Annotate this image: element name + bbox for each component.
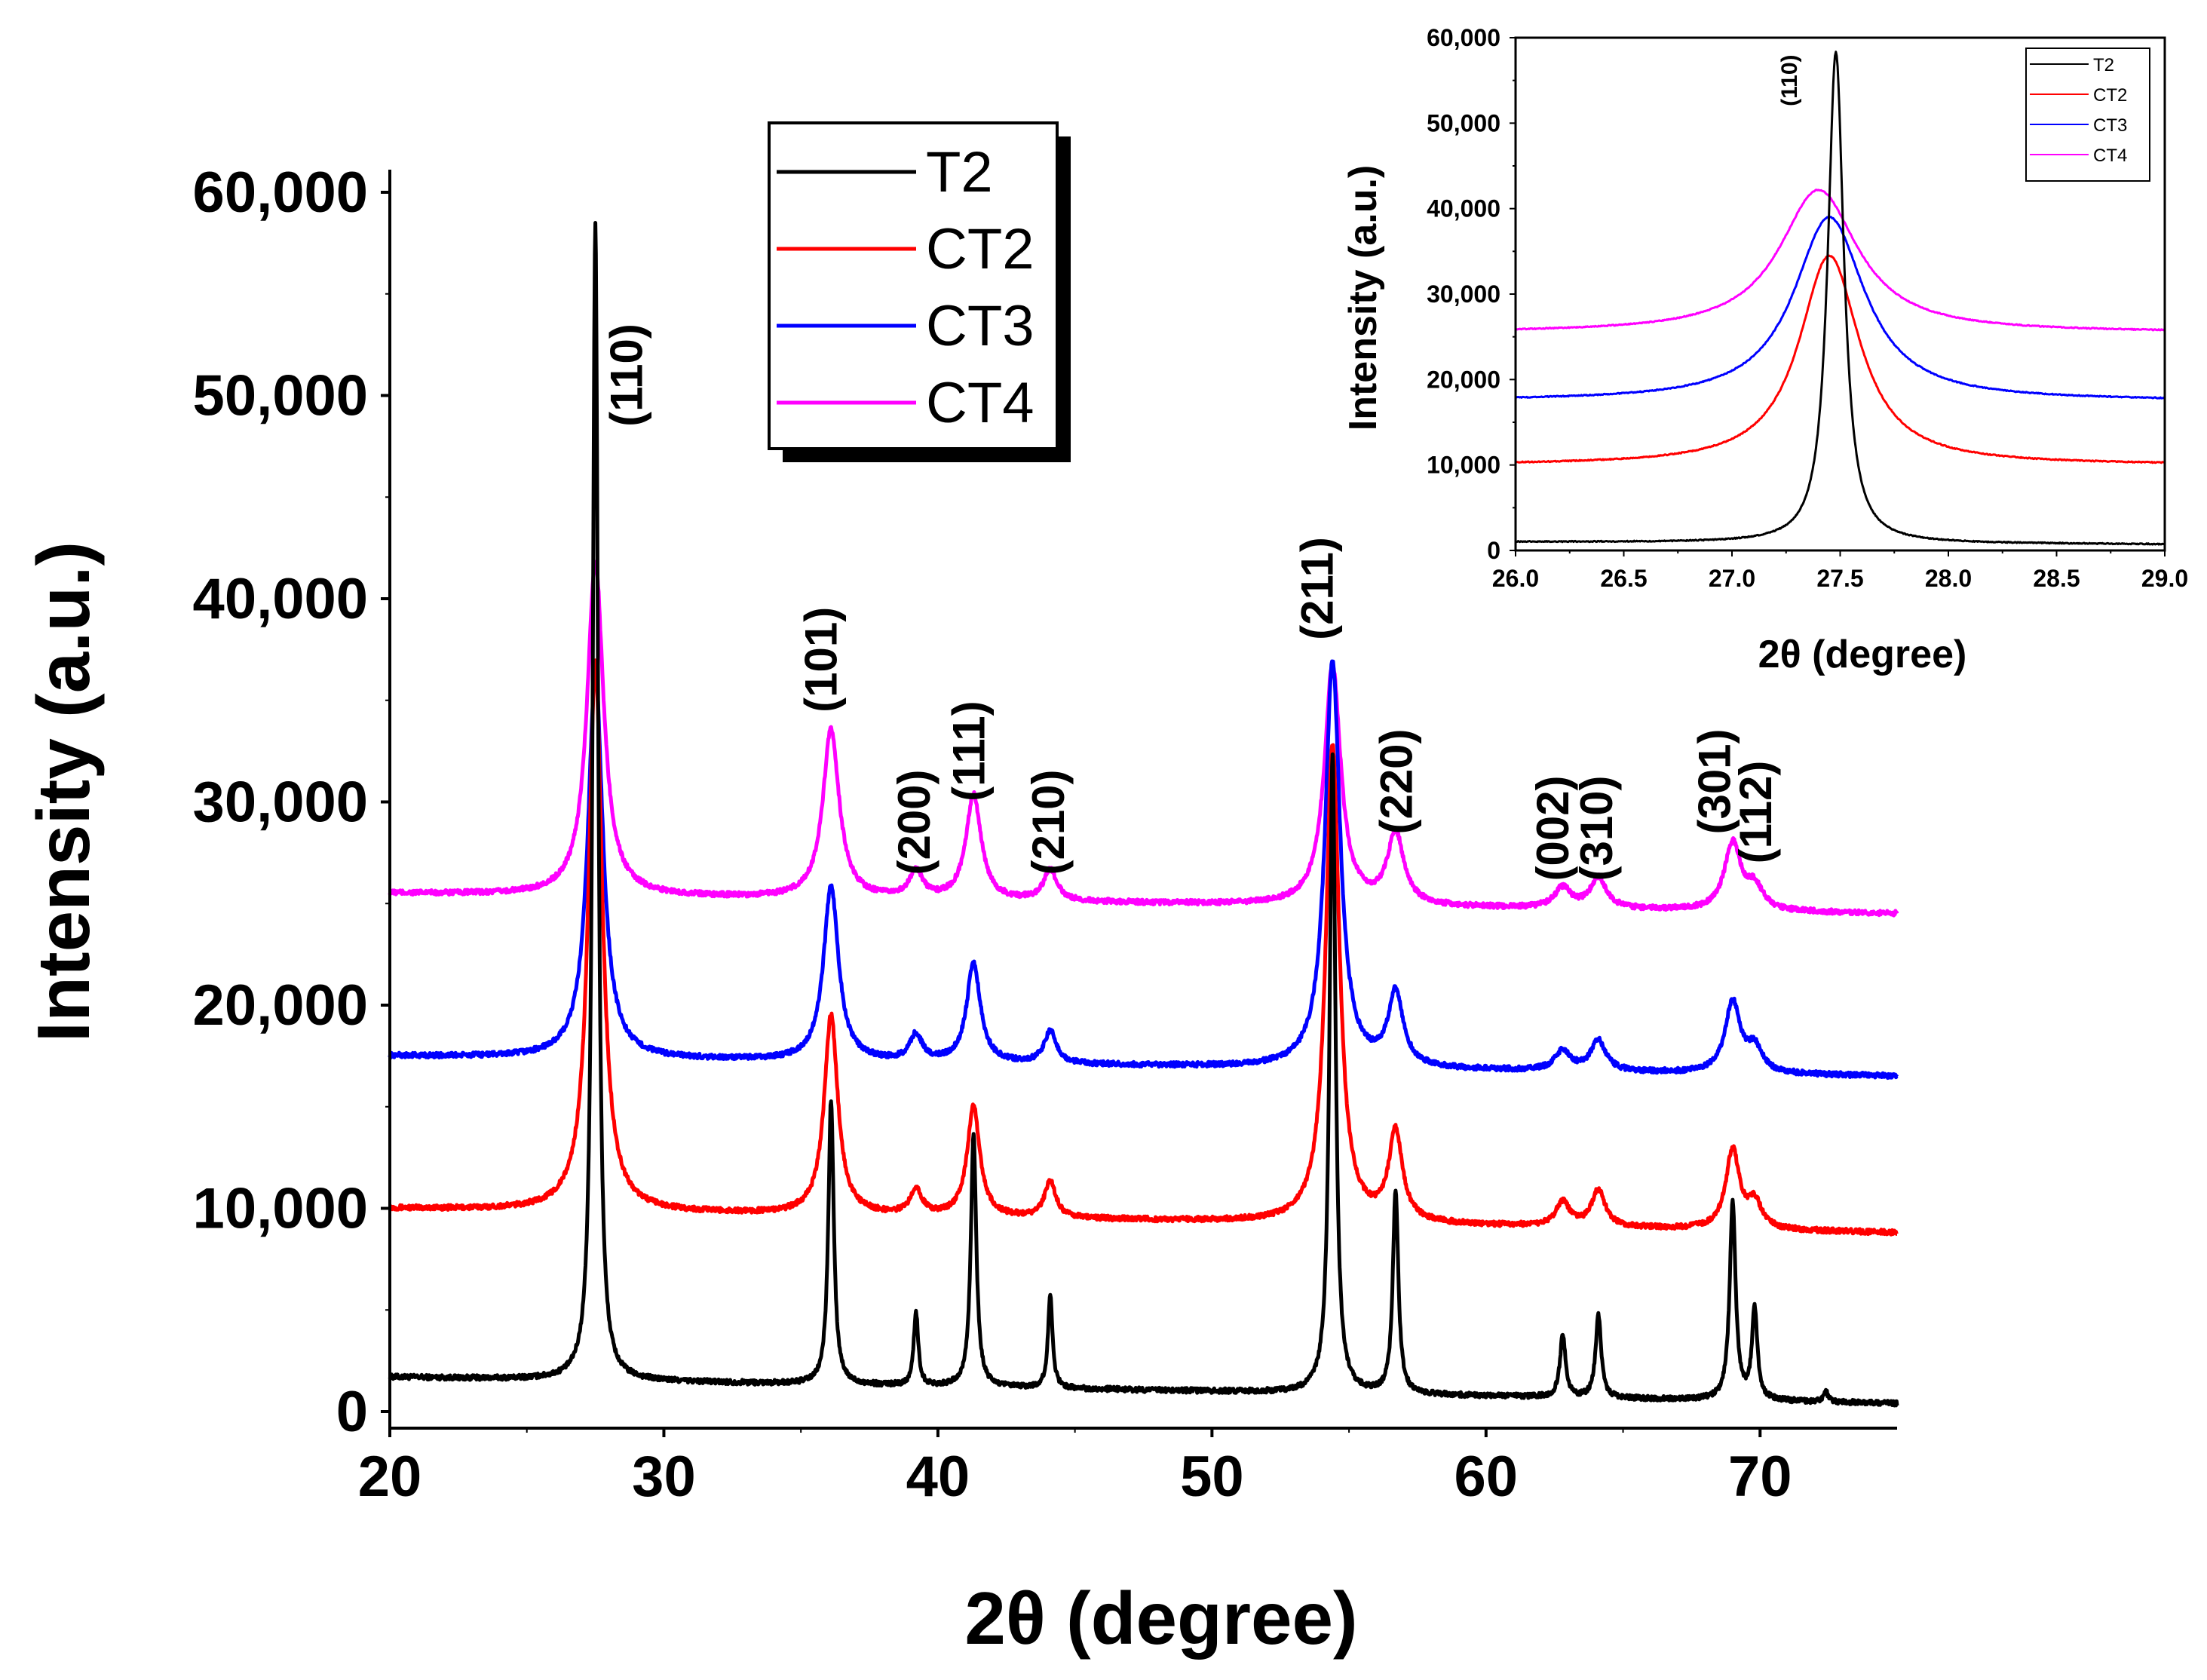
inset-x-tick-label: 28.5 [2033, 565, 2080, 592]
inset-peak-label: (110) [1777, 55, 1802, 106]
inset-legend-label-ct3: CT3 [2093, 115, 2127, 136]
main-chart: (110) (101) (200)(111) (210) (211) (220) (002)… [22, 121, 1899, 1660]
main-peak-label: (310) [1571, 775, 1622, 881]
main-peak-label: (111) [944, 701, 995, 801]
inset-x-tick-label: 27.5 [1816, 565, 1863, 592]
inset-chart: (110) 0 10,000 20,000 30,000 40,000 50,000 60,… [1341, 24, 2188, 676]
main-x-tick-label: 70 [1728, 1445, 1792, 1509]
inset-series-group [1514, 51, 2166, 546]
inset-y-tick-label: 50,000 [1427, 109, 1500, 136]
main-peak-label: (101) [795, 607, 846, 713]
inset-y-tick-label: 20,000 [1427, 366, 1500, 393]
inset-y-tick-label: 0 [1487, 537, 1500, 564]
main-legend-label-ct3: CT3 [926, 294, 1035, 358]
inset-x-tick-label: 26.0 [1492, 565, 1539, 592]
main-x-tick-label: 20 [358, 1445, 422, 1509]
inset-x-tick-label: 29.0 [2141, 565, 2188, 592]
inset-series-ct2 [1514, 254, 2166, 464]
main-y-axis-title: Intensity (a.u.) [22, 541, 105, 1042]
inset-legend-label-t2: T2 [2093, 55, 2114, 75]
main-series-group [388, 221, 1899, 1408]
inset-legend-box [2025, 48, 2150, 182]
main-x-axis-title: 2θ (degree) [964, 1577, 1357, 1660]
main-legend-label-ct4: CT4 [926, 371, 1035, 435]
inset-x-axis-title: 2θ (degree) [1758, 633, 1967, 676]
inset-y-tick-label: 10,000 [1427, 452, 1500, 479]
inset-legend: T2 CT2 CT3 CT4 [2025, 48, 2150, 182]
main-series-ct4 [388, 559, 1899, 918]
main-series-ct3 [388, 659, 1899, 1081]
main-series-ct2 [388, 658, 1899, 1237]
main-y-tick-label: 60,000 [193, 161, 368, 225]
main-peak-label: (002) [1528, 775, 1578, 881]
main-x-tick-label: 30 [632, 1445, 696, 1509]
inset-axes: 0 10,000 20,000 30,000 40,000 50,000 60,000 26.… [1427, 24, 2188, 592]
main-y-tick-label: 0 [336, 1380, 368, 1444]
main-x-tick-label: 40 [906, 1445, 970, 1509]
inset-series-ct4 [1515, 189, 2166, 332]
inset-x-tick-label: 27.0 [1709, 565, 1755, 592]
main-peak-label: (210) [1023, 769, 1074, 875]
inset-y-tick-label: 30,000 [1427, 281, 1500, 308]
main-y-tick-label: 50,000 [193, 364, 368, 428]
main-series-t2 [388, 221, 1899, 1408]
inset-y-tick-label: 40,000 [1427, 195, 1500, 222]
main-peak-label: (301) [1689, 728, 1740, 834]
main-y-tick-label: 20,000 [193, 973, 368, 1038]
main-legend: T2 CT2 CT3 CT4 [768, 121, 1071, 462]
inset-legend-label-ct2: CT2 [2093, 85, 2127, 106]
inset-legend-label-ct4: CT4 [2093, 146, 2127, 166]
inset-x-tick-label: 28.0 [1925, 565, 1972, 592]
main-peak-label: (220) [1372, 728, 1422, 834]
main-legend-label-ct2: CT2 [926, 217, 1035, 281]
main-peak-label: (112) [1730, 761, 1781, 864]
main-y-tick-label: 30,000 [193, 771, 368, 835]
inset-peak-labels: (110) [1777, 55, 1802, 106]
main-peak-label: (211) [1292, 537, 1342, 640]
main-axes: 0 10,000 20,000 30,000 40,000 50,000 60,000 20 3… [193, 161, 1897, 1509]
main-y-tick-label: 10,000 [193, 1177, 368, 1241]
inset-y-axis-title: Intensity (a.u.) [1341, 165, 1385, 431]
main-x-tick-label: 60 [1454, 1445, 1519, 1509]
main-y-tick-label: 40,000 [193, 567, 368, 631]
main-peak-label: (110) [601, 323, 651, 427]
inset-series-t2 [1515, 51, 2166, 546]
inset-x-tick-label: 26.5 [1600, 565, 1647, 592]
main-legend-box [768, 121, 1059, 450]
main-x-tick-label: 50 [1180, 1445, 1244, 1509]
main-peak-labels: (110) (101) (200)(111) (210) (211) (220) (002)… [601, 323, 1780, 881]
main-peak-label: (200) [889, 769, 940, 875]
inset-y-tick-label: 60,000 [1427, 24, 1500, 51]
inset-series-ct3 [1515, 216, 2166, 400]
main-legend-label-t2: T2 [926, 140, 993, 204]
